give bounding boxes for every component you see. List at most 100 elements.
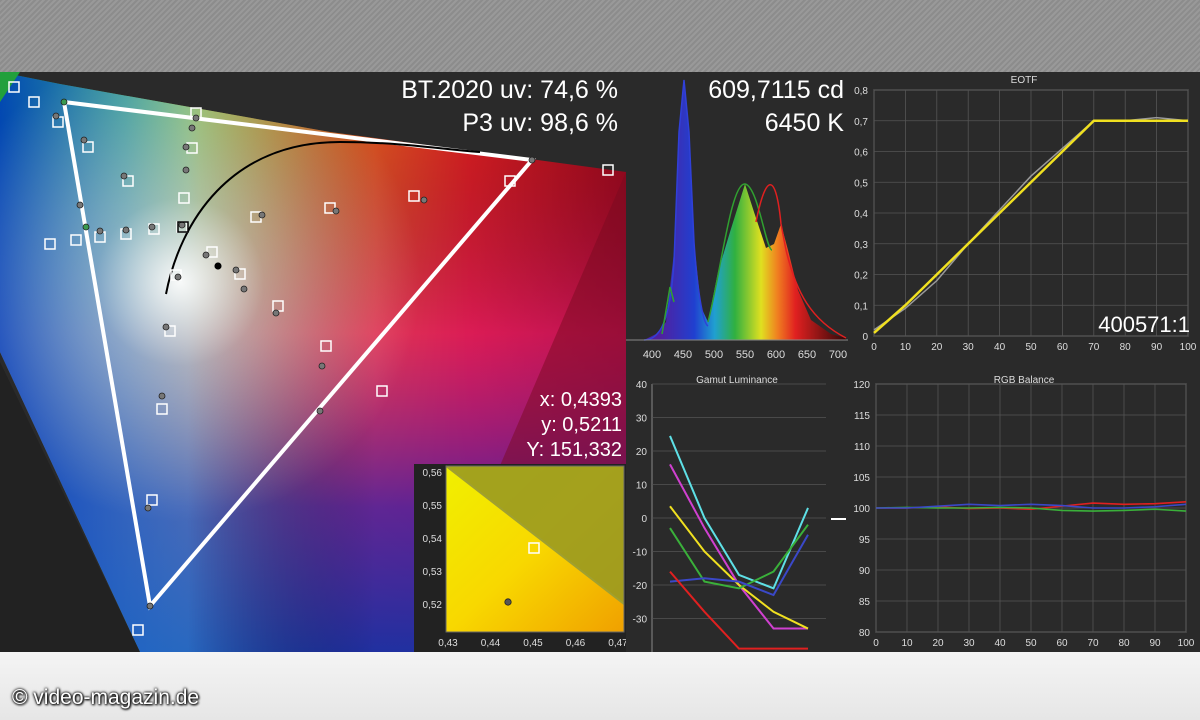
marker-measured: [120, 172, 128, 180]
marker-target: [320, 340, 332, 352]
cie-diagram-panel: BT.2020 uv: 74,6 % P3 uv: 98,6 % x: 0,43…: [0, 72, 626, 652]
inset-x-tick: 0,47: [608, 638, 626, 649]
inset-y-tick: 0,52: [423, 600, 443, 611]
marker-target: [408, 190, 420, 202]
gamut-y-tick: 20: [636, 447, 648, 458]
measurement-markers: [8, 81, 614, 636]
eotf-y-tick: 0,4: [854, 209, 868, 220]
marker-target: [28, 96, 40, 108]
rgb-x-tick: 100: [1178, 638, 1195, 649]
marker-target: [132, 624, 144, 636]
spectrum-panel: 400 450 500 550 600 650 700 609,7115 cd 6450 K: [626, 72, 848, 372]
eotf-x-tick: 10: [900, 342, 912, 353]
rgb-y-tick: 80: [859, 628, 871, 639]
rgb-y-tick: 120: [853, 380, 870, 391]
spectrum-x-tick: 450: [674, 349, 692, 361]
rgb-x-tick: 20: [932, 638, 944, 649]
rgb-y-tick: 100: [853, 504, 870, 515]
inset-x-tick: 0,44: [481, 638, 501, 649]
gamut-luminance-title: Gamut Luminance: [696, 375, 778, 386]
marker-measured: [76, 201, 84, 209]
eotf-y-tick: 0,7: [854, 117, 868, 128]
marker-target: [234, 268, 246, 280]
marker-measured: [82, 223, 90, 231]
marker-measured: [144, 504, 152, 512]
marker-target: [82, 141, 94, 153]
marker-measured: [202, 251, 210, 259]
marker-measured: [178, 221, 186, 229]
bt2020-coverage: BT.2020 uv: 74,6 %: [401, 76, 618, 104]
eotf-x-tick: 70: [1088, 342, 1100, 353]
marker-target: [8, 81, 20, 93]
luminance-readout: 609,7115 cd: [708, 76, 844, 104]
readout-y: y: 0,5211: [541, 414, 622, 436]
eotf-target-line: [873, 119, 1188, 334]
gamut-y-tick: -10: [633, 548, 648, 559]
marker-measured: [80, 136, 88, 144]
spectrum-x-tick: 400: [643, 349, 661, 361]
readout-x: x: 0,4393: [539, 389, 622, 411]
p3-coverage: P3 uv: 98,6 %: [462, 109, 618, 137]
marker-measured: [240, 285, 248, 293]
marker-target: [178, 192, 190, 204]
rgb-x-tick: 70: [1087, 638, 1099, 649]
eotf-x-tick: 90: [1151, 342, 1163, 353]
eotf-y-tick: 0,8: [854, 86, 868, 97]
rgb-y-tick: 110: [854, 442, 870, 453]
spectrum-chart: 400 450 500 550 600 650 700: [626, 79, 848, 361]
marker-target: [70, 234, 82, 246]
bottom-bar: [0, 652, 1200, 720]
marker-current: [214, 262, 222, 270]
eotf-x-tick: 40: [994, 342, 1006, 353]
rgb-series-line: [875, 506, 1187, 512]
cct-readout: 6450 K: [764, 109, 844, 137]
zoom-inset: 0,43 0,44 0,45 0,46 0,47 0,56 0,55 0,54 0,53 0,52: [414, 464, 626, 652]
eotf-title: EOTF: [1010, 75, 1038, 86]
inset-y-tick: 0,55: [423, 501, 443, 512]
marker-measured: [122, 226, 130, 234]
spectrum-x-tick: 500: [705, 349, 723, 361]
gamut-series-line: [669, 524, 809, 590]
marker-measured: [52, 112, 60, 120]
eotf-chart: 0,8 0,7 0,6 0,5 0,4 0,3 0,2 0,1 00 10 20 30 40 50 60 70…: [854, 86, 1197, 353]
marker-target: [602, 164, 614, 176]
rgb-x-tick: 60: [1056, 638, 1068, 649]
top-banner: [0, 0, 1200, 72]
eotf-x-tick: 80: [1120, 342, 1132, 353]
eotf-x-tick: 100: [1180, 342, 1197, 353]
marker-measured: [188, 124, 196, 132]
rgb-y-tick: 115: [854, 411, 870, 422]
spectrum-x-tick: 550: [736, 349, 754, 361]
inset-x-tick: 0,45: [523, 638, 543, 649]
marker-measured: [148, 223, 156, 231]
gamut-y-tick: 30: [636, 414, 648, 425]
marker-target: [146, 494, 158, 506]
eotf-y-tick: 0: [862, 332, 868, 343]
watermark: © video-magazin.de: [12, 686, 200, 709]
marker-target: [164, 325, 176, 337]
rgb-y-tick: 95: [859, 535, 871, 546]
rgb-x-tick: 0: [873, 638, 879, 649]
marker-target: [376, 385, 388, 397]
inset-y-tick: 0,54: [423, 534, 443, 545]
marker-target: [156, 403, 168, 415]
marker-measured: [146, 602, 154, 610]
inset-x-tick: 0,46: [566, 638, 586, 649]
gamut-y-tick: -30: [633, 615, 648, 626]
rgb-x-tick: 80: [1118, 638, 1130, 649]
marker-whitepoint: [177, 221, 189, 233]
marker-target: [504, 175, 516, 187]
rgb-y-tick: 90: [859, 566, 871, 577]
eotf-panel: EOTF 0,8 0,7 0,6 0,5 0,4 0,3 0,2 0,1 0 0 10 20 30 40 5…: [848, 72, 1200, 372]
marker-target: [44, 238, 56, 250]
gamut-luminance-chart: 40 30 20 10 0 -10 -20 -30: [633, 380, 846, 652]
marker-measured: [528, 156, 536, 164]
eotf-y-tick: 0,2: [854, 271, 868, 282]
gamut-y-tick: 0: [641, 514, 647, 525]
spectrum-x-tick: 650: [798, 349, 816, 361]
rgb-y-tick: 105: [853, 473, 870, 484]
gamut-series-line: [669, 463, 808, 630]
rgb-series-line: [876, 503, 1187, 509]
gamut-y-tick: -20: [633, 581, 648, 592]
